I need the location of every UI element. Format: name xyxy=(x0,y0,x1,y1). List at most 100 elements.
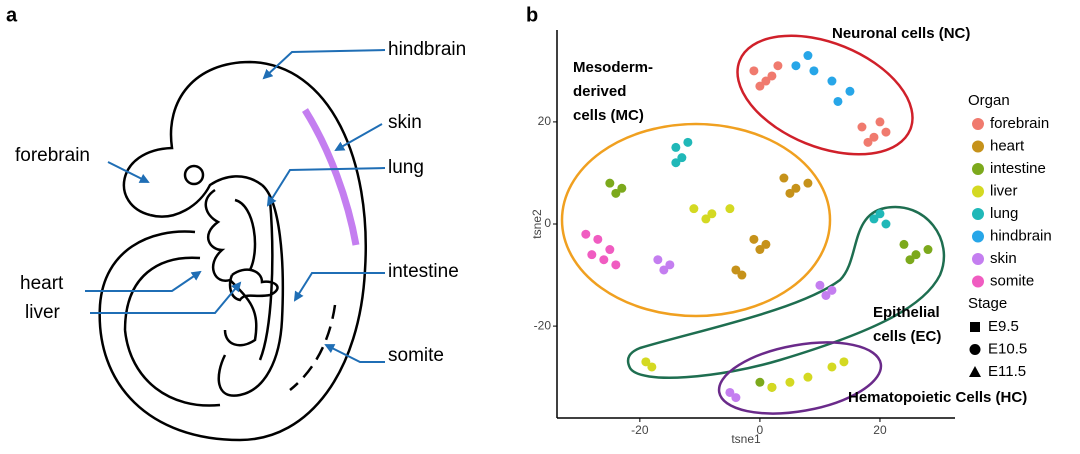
label: heart xyxy=(20,273,64,294)
point xyxy=(653,255,663,265)
annotation: cells (MC) xyxy=(573,107,644,124)
x-tick-label: -20 xyxy=(631,423,649,437)
point xyxy=(749,66,759,76)
point xyxy=(707,209,717,219)
point xyxy=(755,245,765,255)
point xyxy=(599,255,609,265)
point xyxy=(641,357,651,367)
arrows xyxy=(85,49,386,363)
point xyxy=(659,265,669,275)
legend-label: hindbrain xyxy=(990,227,1052,244)
point xyxy=(857,122,867,132)
point xyxy=(731,265,741,275)
point xyxy=(605,178,615,188)
point xyxy=(905,255,915,265)
point xyxy=(647,362,657,372)
point xyxy=(665,260,675,270)
point xyxy=(611,188,621,198)
point xyxy=(737,270,747,280)
point xyxy=(761,239,771,249)
point xyxy=(767,382,777,392)
point xyxy=(611,260,621,270)
legend-swatch xyxy=(972,208,984,220)
point xyxy=(911,250,921,260)
legend-marker xyxy=(970,322,980,332)
point xyxy=(755,377,765,387)
skin-band xyxy=(302,108,360,246)
point xyxy=(845,86,855,96)
point xyxy=(677,153,687,163)
panel-a: a hindbrain skin forebrain lung xyxy=(6,4,466,442)
point xyxy=(875,209,885,219)
legend-marker xyxy=(969,366,981,377)
legend-swatch xyxy=(972,253,984,265)
point xyxy=(617,183,627,193)
point xyxy=(809,66,819,76)
cluster-outlines xyxy=(560,34,946,415)
y-axis-label: tsne2 xyxy=(530,209,544,239)
point xyxy=(779,173,789,183)
point xyxy=(749,234,759,244)
legend-label: E10.5 xyxy=(988,340,1027,357)
point xyxy=(923,245,933,255)
legend-swatch xyxy=(972,118,984,130)
legend-title: Organ xyxy=(968,92,1010,109)
label: liver xyxy=(25,302,61,323)
x-axis-label: tsne1 xyxy=(731,432,761,446)
point xyxy=(791,183,801,193)
y-tick-label: 20 xyxy=(538,114,552,128)
point xyxy=(827,362,837,372)
legend-label: somite xyxy=(990,272,1034,289)
legend-swatch xyxy=(972,275,984,288)
legend-label: skin xyxy=(990,250,1017,267)
point xyxy=(731,393,741,403)
point xyxy=(863,137,873,147)
label: lung xyxy=(388,157,424,178)
point xyxy=(803,51,813,61)
legend-label: lung xyxy=(990,205,1018,222)
annotation: derived xyxy=(573,83,626,100)
point xyxy=(683,137,693,147)
legend-label: liver xyxy=(990,182,1018,199)
x-tick-label: 20 xyxy=(873,423,887,437)
annotation: Epithelial xyxy=(873,304,940,321)
point xyxy=(815,280,825,290)
legend-swatch xyxy=(972,163,984,175)
label: forebrain xyxy=(15,145,90,166)
y-tick-label: -20 xyxy=(534,318,552,332)
annotation: Hematopoietic Cells (HC) xyxy=(848,389,1027,406)
point xyxy=(725,387,735,397)
label: hindbrain xyxy=(388,39,466,60)
point xyxy=(869,132,879,142)
point xyxy=(785,188,795,198)
point xyxy=(671,158,681,168)
annotation: cells (EC) xyxy=(873,328,941,345)
point xyxy=(839,357,849,367)
point xyxy=(791,61,801,71)
embryo-outline xyxy=(98,60,367,442)
point xyxy=(581,229,591,239)
point xyxy=(803,372,813,382)
label: somite xyxy=(388,345,444,366)
point xyxy=(827,285,837,295)
point xyxy=(605,245,615,255)
point xyxy=(761,76,771,86)
annotation: Mesoderm- xyxy=(573,59,653,76)
point xyxy=(881,219,891,229)
legend-marker xyxy=(969,344,981,355)
annotation: Neuronal cells (NC) xyxy=(832,25,970,42)
legend-label: E11.5 xyxy=(988,363,1026,380)
legend-title: Stage xyxy=(968,295,1007,312)
point xyxy=(701,214,711,224)
point xyxy=(833,96,843,106)
legend-swatch xyxy=(972,140,984,153)
point xyxy=(689,204,699,214)
legend-label: forebrain xyxy=(990,115,1049,132)
point xyxy=(785,377,795,387)
legend-swatch xyxy=(972,230,984,243)
legend-label: E9.5 xyxy=(988,318,1019,335)
point xyxy=(725,204,735,214)
legend-label: heart xyxy=(990,137,1025,154)
point xyxy=(881,127,891,137)
